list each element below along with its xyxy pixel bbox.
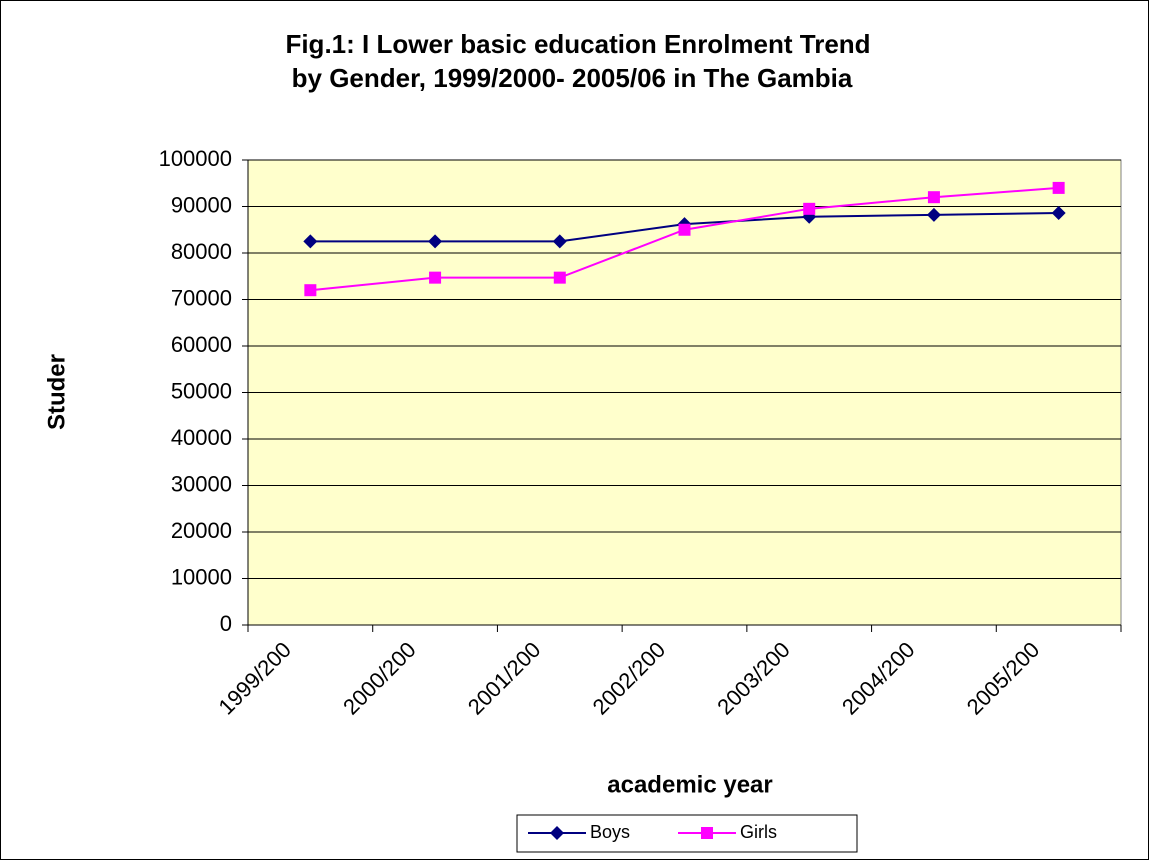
y-axis-title: Studer <box>43 354 70 430</box>
legend-label: Girls <box>740 822 777 842</box>
legend-marker <box>701 827 713 839</box>
data-point <box>1052 181 1065 194</box>
data-point <box>803 202 816 215</box>
data-point <box>303 234 318 249</box>
chart-title: Fig.1: I Lower basic education Enrolment… <box>285 29 870 59</box>
chart-title: by Gender, 1999/2000- 2005/06 in The Gam… <box>292 63 853 93</box>
data-point <box>429 271 442 284</box>
data-point <box>927 191 940 204</box>
y-tick-label: 70000 <box>171 285 232 310</box>
data-point <box>1051 206 1066 221</box>
legend: Boys Girls <box>516 814 858 853</box>
y-tick-label: 20000 <box>171 518 232 543</box>
x-axis-title: academic year <box>607 771 772 798</box>
data-point <box>304 284 317 297</box>
y-tick-label: 90000 <box>171 192 232 217</box>
legend-marker <box>550 826 564 840</box>
data-point <box>926 207 941 222</box>
data-point <box>678 223 691 236</box>
y-tick-label: 100000 <box>159 146 232 171</box>
y-tick-label: 10000 <box>171 564 232 589</box>
y-tick-label: 50000 <box>171 378 232 403</box>
data-point <box>552 234 567 249</box>
y-tick-label: 30000 <box>171 471 232 496</box>
legend-label: Boys <box>590 822 630 842</box>
y-tick-label: 40000 <box>171 425 232 450</box>
data-point <box>553 271 566 284</box>
y-tick-label: 80000 <box>171 239 232 264</box>
y-tick-label: 60000 <box>171 332 232 357</box>
y-tick-label: 0 <box>220 611 232 636</box>
data-point <box>428 234 443 249</box>
